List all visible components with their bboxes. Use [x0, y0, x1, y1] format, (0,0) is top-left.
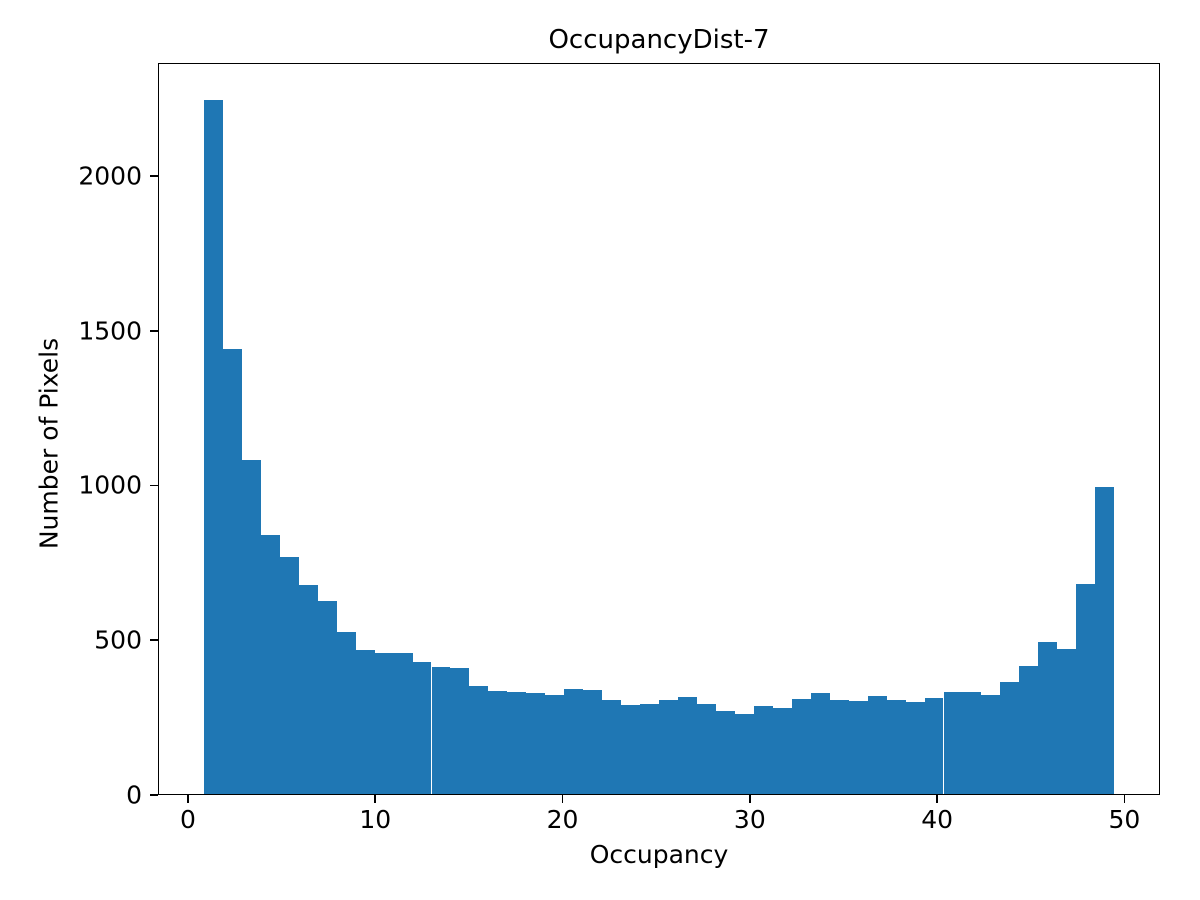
histogram-bar: [469, 685, 489, 794]
histogram-bar: [962, 691, 982, 794]
histogram-bar: [640, 703, 660, 794]
histogram-bar: [659, 699, 679, 794]
y-tick-mark: [150, 639, 158, 642]
plot-area: [158, 63, 1160, 795]
x-tick-label: 30: [733, 805, 766, 834]
histogram-bar: [393, 653, 413, 794]
histogram-bar: [526, 692, 546, 794]
y-tick-label: 2000: [78, 161, 142, 191]
y-tick-mark: [150, 175, 158, 177]
y-tick-mark: [150, 329, 158, 332]
y-tick-label: 1000: [78, 470, 142, 500]
y-tick-label: 0: [126, 780, 142, 810]
x-axis-label: Occupancy: [589, 840, 729, 869]
histogram-bar: [279, 556, 299, 794]
histogram-bar: [867, 696, 887, 794]
histogram-bar: [791, 698, 811, 794]
histogram-bar: [336, 631, 356, 794]
x-tick-label: 0: [180, 805, 196, 834]
histogram-bar: [564, 688, 584, 794]
histogram-bar: [431, 667, 451, 794]
histogram-bar: [241, 460, 261, 794]
x-tick-label: 40: [921, 805, 954, 834]
x-tick-mark: [1123, 795, 1126, 803]
x-tick-label: 20: [546, 805, 579, 834]
histogram-bar: [222, 349, 242, 794]
histogram-bar: [696, 703, 716, 794]
histogram-bar: [1095, 486, 1115, 794]
x-tick-mark: [936, 795, 938, 803]
histogram-bar: [734, 714, 754, 794]
y-tick-label: 500: [94, 625, 142, 655]
histogram-bar: [488, 690, 508, 794]
y-axis-label: Number of Pixels: [34, 337, 64, 550]
y-tick-label: 1500: [78, 316, 142, 346]
histogram-bar: [1019, 665, 1039, 794]
histogram-bar: [1057, 648, 1077, 794]
x-tick-mark: [187, 795, 189, 803]
histogram-bar: [1076, 583, 1096, 794]
x-tick-mark: [749, 795, 751, 803]
x-tick-label: 50: [1108, 805, 1141, 834]
histogram-bar: [678, 697, 697, 794]
histogram-bar: [905, 701, 925, 794]
histogram-bar: [829, 700, 849, 794]
histogram-bar: [981, 694, 1001, 794]
histogram-bar: [1038, 641, 1058, 794]
histogram-bar: [260, 534, 280, 794]
histogram-bar: [374, 652, 394, 794]
histogram-bar: [924, 698, 944, 794]
y-tick-mark: [150, 794, 158, 796]
histogram-bar: [545, 694, 565, 794]
chart-title: OccupancyDist-7: [548, 25, 770, 55]
histogram-bar: [507, 691, 527, 794]
y-tick-mark: [150, 484, 158, 487]
histogram-bar: [848, 700, 868, 794]
histogram-bar: [621, 704, 641, 794]
histogram-bar: [298, 585, 318, 794]
histogram-bar: [583, 690, 603, 794]
histogram-bar: [450, 668, 470, 794]
x-tick-label: 10: [359, 805, 392, 834]
histogram-bar: [1000, 681, 1020, 794]
histogram-bar: [810, 693, 830, 794]
histogram-bar: [355, 649, 375, 794]
histogram-bar: [602, 699, 622, 794]
histogram-bar: [943, 691, 963, 794]
histogram-bar: [412, 661, 432, 794]
x-tick-mark: [374, 795, 377, 803]
histogram-bar: [886, 700, 906, 794]
histogram-bars: [159, 64, 1159, 794]
histogram-bar: [715, 711, 735, 794]
histogram-bar: [772, 708, 792, 794]
histogram-bar: [753, 705, 773, 794]
x-tick-mark: [561, 795, 564, 803]
histogram-bar: [317, 601, 337, 794]
histogram-bar: [203, 100, 223, 794]
